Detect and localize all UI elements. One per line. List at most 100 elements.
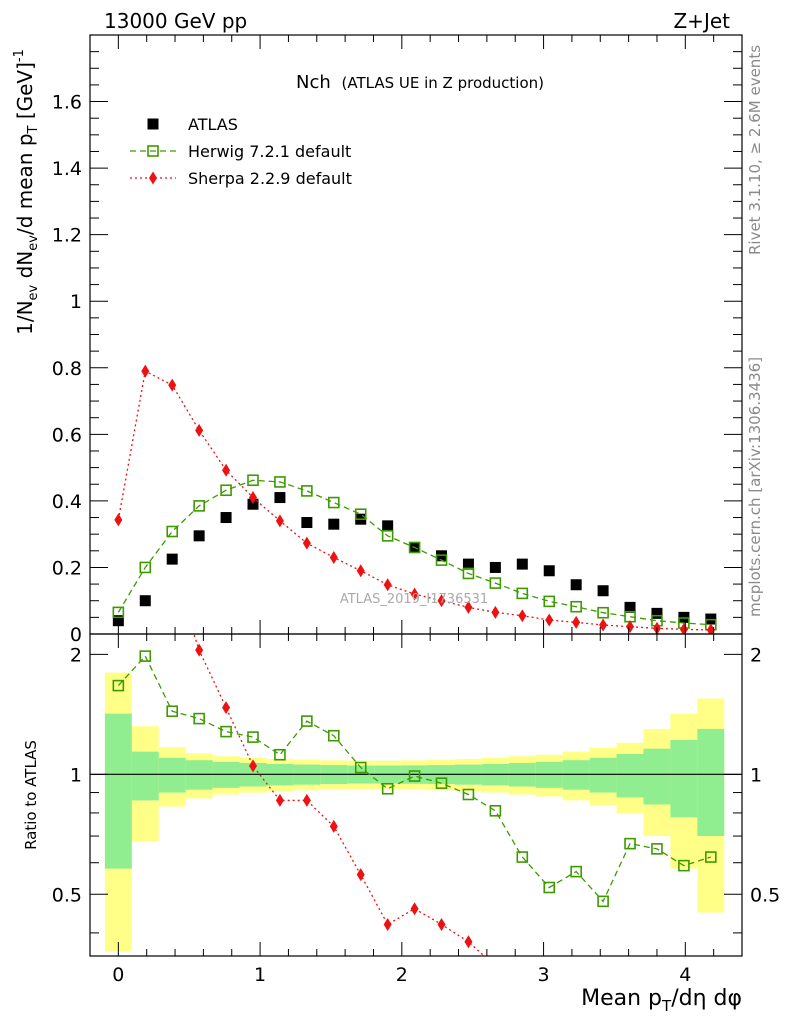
ratio-point [462, 788, 475, 801]
y-tick-label: 1.6 [52, 92, 82, 114]
ratio-y-tick-label: 1 [70, 764, 82, 786]
data-point [410, 587, 419, 601]
data-point [599, 618, 608, 632]
analysis-watermark: ATLAS_2019_I1736531 [340, 592, 488, 607]
y-tick-label: 0.8 [52, 358, 82, 380]
ratio-point [597, 895, 609, 908]
series-sherpa [114, 364, 715, 634]
ratio-point [518, 1001, 526, 1014]
rivet-label: Rivet 3.1.10, ≥ 2.6M events [746, 45, 764, 255]
x-tick-label: 1 [254, 964, 266, 986]
ratio-y-tick-label-right: 0.5 [750, 884, 780, 906]
uncertainty-band-inner [670, 739, 698, 818]
data-point [437, 594, 446, 608]
x-axis-title: Mean pT/dη dφ [581, 986, 742, 1015]
data-point [356, 564, 365, 578]
data-point [112, 606, 125, 619]
y-tick-label: 1 [70, 291, 82, 313]
data-point [274, 476, 286, 488]
ratio-point [193, 712, 205, 725]
ratio-point [141, 410, 149, 423]
ratio-point [383, 917, 392, 931]
ratio-point [435, 777, 448, 790]
data-point [516, 558, 528, 570]
ratio-point [139, 650, 152, 662]
data-point [195, 423, 204, 437]
y-tick-label: 0.2 [52, 557, 82, 579]
data-point [301, 517, 313, 529]
legend: ATLAS Herwig 7.2.1 default Sherpa 2.2.9 de… [130, 115, 352, 188]
data-point [462, 567, 475, 580]
uncertainty-band-inner [104, 713, 132, 869]
data-point [329, 550, 338, 564]
uncertainty-band-inner [185, 760, 213, 790]
data-point [545, 613, 554, 627]
ratio-point [705, 851, 717, 863]
y-axis-title-main: 1/Nev dNev/d mean pT [GeV]-1 [12, 49, 41, 335]
header: 13000 GeV pp Z+Jet [104, 9, 730, 33]
data-point [570, 600, 582, 613]
legend-marker [149, 171, 157, 185]
data-point [166, 525, 179, 538]
data-point [626, 620, 635, 634]
ratio-point [329, 819, 338, 833]
legend-label: ATLAS [188, 115, 238, 134]
data-point [275, 514, 284, 528]
ratio-frame [89, 633, 743, 957]
legend-marker [147, 118, 159, 130]
ratio-point [491, 960, 499, 973]
ratio-point [489, 804, 502, 817]
ratio-point [220, 725, 232, 738]
ratio-point [354, 761, 367, 774]
y-tick-label: 1.4 [52, 158, 82, 180]
ratio-y-tick-label: 2 [70, 644, 82, 666]
ratio-point [302, 793, 311, 807]
data-point [489, 577, 502, 589]
y-tick-label: 0.4 [52, 491, 82, 513]
data-point [166, 553, 178, 565]
data-point [220, 512, 232, 524]
y-tick-label: 0.6 [52, 424, 82, 446]
ratio-point [222, 701, 231, 715]
process-label: Z+Jet [673, 9, 730, 33]
uncertainty-band-inner [158, 757, 186, 793]
data-point [328, 518, 340, 530]
ratio-point [247, 731, 259, 743]
data-point [114, 513, 123, 527]
ratio-point [195, 643, 204, 657]
ratio-point [274, 748, 286, 761]
series-line [117, 479, 711, 626]
ratio-y-tick-label-right: 1 [750, 764, 762, 786]
uncertainty-band-inner [616, 753, 644, 798]
ratio-y-ticks: 0.5 0.5 1 1 2 2 [52, 644, 780, 934]
data-point [354, 508, 367, 521]
x-tick-label: 3 [538, 964, 550, 986]
ratio-point [166, 705, 179, 718]
plot-subtitle: (ATLAS UE in Z production) [342, 74, 544, 92]
ratio-line [193, 634, 486, 956]
ratio-y-tick-label-right: 2 [750, 644, 762, 666]
data-point [518, 609, 527, 623]
data-point [651, 607, 663, 619]
svg-text:Nch (ATLAS UE in Z produ: Nch (ATLAS UE in Z production) [296, 72, 544, 93]
ratio-point [112, 679, 125, 692]
data-point [679, 622, 688, 634]
data-point [570, 579, 582, 591]
ratio-series-sherpa [141, 410, 526, 1014]
uncertainty-band-inner [643, 748, 671, 805]
x-ticks: 0 1 2 3 4 [89, 35, 743, 986]
data-point [193, 530, 205, 542]
ratio-point [356, 868, 365, 882]
ratio-y-tick-label: 0.5 [52, 884, 82, 906]
ratio-point [516, 851, 529, 863]
legend-label: Herwig 7.2.1 default [188, 142, 351, 161]
uncertainty-band-inner [589, 757, 617, 793]
ratio-point [570, 865, 582, 878]
x-tick-label: 0 [112, 964, 124, 986]
uncertainty-band-inner [131, 751, 159, 801]
y-tick-label: 1.2 [52, 225, 82, 247]
x-tick-label: 2 [396, 964, 408, 986]
ratio-point [651, 843, 663, 855]
main-panel: 0 0.2 0.4 0.6 0.8 1 1.2 1.4 1.6 [52, 34, 743, 646]
